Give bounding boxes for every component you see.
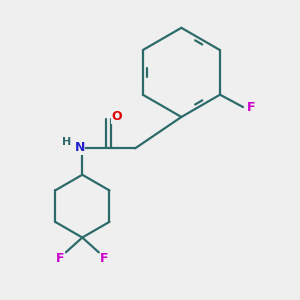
Text: F: F: [246, 100, 255, 114]
Text: N: N: [74, 141, 85, 154]
Text: F: F: [56, 252, 64, 265]
Text: F: F: [100, 252, 109, 265]
Text: O: O: [112, 110, 122, 124]
Text: H: H: [62, 137, 71, 147]
